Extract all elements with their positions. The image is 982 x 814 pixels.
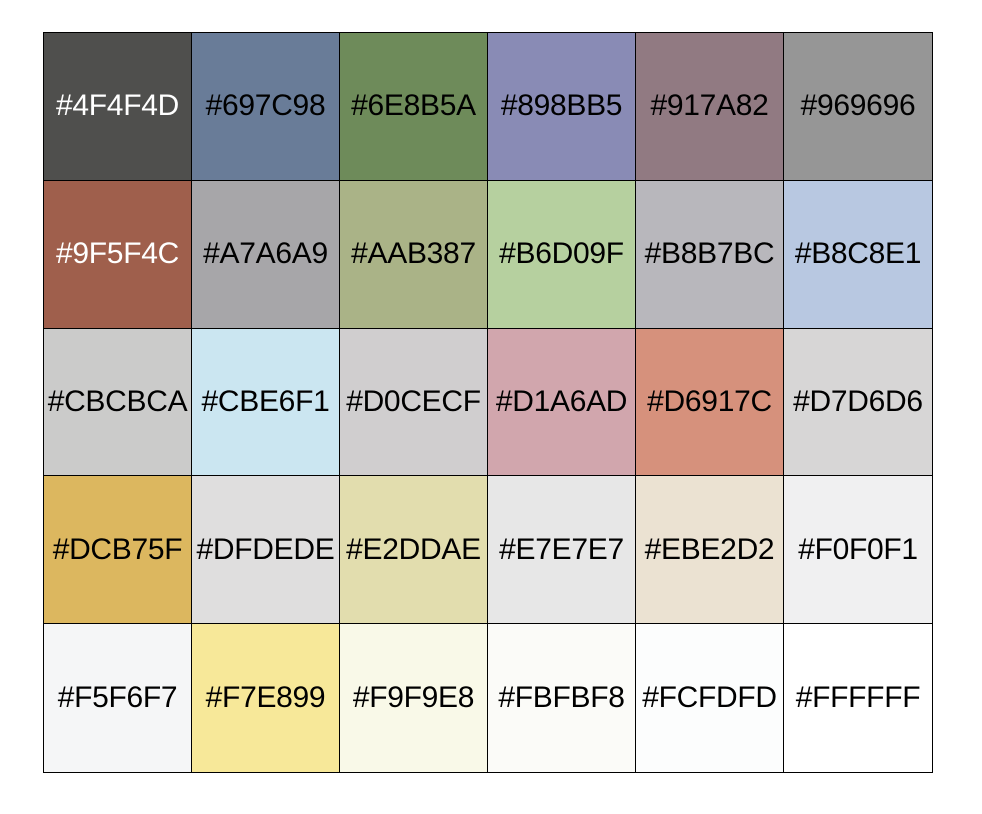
swatch-hex-label: #DCB75F: [52, 532, 183, 566]
color-swatch: #D1A6AD: [488, 328, 636, 477]
swatch-hex-label: #B8B7BC: [644, 237, 775, 271]
color-swatch: #9F5F4C: [44, 180, 192, 329]
color-swatch: #F5F6F7: [44, 624, 192, 772]
color-swatch: #969696: [784, 33, 932, 181]
swatch-hex-label: #D6917C: [647, 384, 772, 418]
color-swatch: #B6D09F: [488, 180, 636, 329]
color-swatch: #B8C8E1: [784, 180, 932, 329]
color-swatch: #AAB387: [340, 180, 488, 329]
color-swatch: #FCFDFD: [636, 624, 784, 772]
swatch-hex-label: #AAB387: [351, 237, 476, 271]
color-swatch: #CBE6F1: [192, 328, 340, 477]
swatch-hex-label: #697C98: [205, 89, 326, 123]
color-swatch: #697C98: [192, 33, 340, 181]
swatch-hex-label: #E7E7E7: [499, 532, 624, 566]
swatch-hex-label: #B8C8E1: [794, 237, 922, 271]
color-swatch: #E2DDAE: [340, 476, 488, 625]
swatch-hex-label: #E2DDAE: [346, 532, 481, 566]
swatch-hex-label: #898BB5: [500, 89, 623, 123]
swatch-hex-label: #EBE2D2: [644, 532, 775, 566]
color-swatch: #E7E7E7: [488, 476, 636, 625]
color-swatch: #D0CECF: [340, 328, 488, 477]
color-swatch: #B8B7BC: [636, 180, 784, 329]
swatch-hex-label: #B6D09F: [499, 237, 624, 271]
color-palette-grid: #4F4F4D #697C98 #6E8B5A #898BB5 #917A82 …: [43, 32, 933, 773]
color-swatch: #F9F9E8: [340, 624, 488, 772]
swatch-hex-label: #FCFDFD: [642, 681, 777, 715]
swatch-hex-label: #CBCBCA: [47, 384, 188, 418]
color-swatch: #DFDEDE: [192, 476, 340, 625]
swatch-hex-label: #9F5F4C: [56, 237, 179, 271]
color-swatch: #EBE2D2: [636, 476, 784, 625]
swatch-hex-label: #D7D6D6: [793, 384, 923, 418]
swatch-hex-label: #A7A6A9: [203, 237, 328, 271]
swatch-hex-label: #CBE6F1: [201, 384, 330, 418]
color-swatch: #917A82: [636, 33, 784, 181]
swatch-hex-label: #917A82: [650, 89, 769, 123]
swatch-hex-label: #FFFFFF: [795, 681, 921, 715]
color-swatch: #DCB75F: [44, 476, 192, 625]
swatch-hex-label: #F7E899: [205, 681, 326, 715]
swatch-hex-label: #DFDEDE: [196, 532, 335, 566]
swatch-hex-label: #F5F6F7: [57, 681, 178, 715]
swatch-hex-label: #FBFBF8: [498, 681, 625, 715]
color-swatch: #CBCBCA: [44, 328, 192, 477]
color-swatch: #F0F0F1: [784, 476, 932, 625]
color-swatch: #6E8B5A: [340, 33, 488, 181]
color-swatch: #A7A6A9: [192, 180, 340, 329]
color-swatch: #FFFFFF: [784, 624, 932, 772]
swatch-hex-label: #D0CECF: [346, 384, 481, 418]
color-swatch: #FBFBF8: [488, 624, 636, 772]
swatch-hex-label: #969696: [800, 89, 916, 123]
swatch-hex-label: #F0F0F1: [798, 532, 918, 566]
color-swatch: #898BB5: [488, 33, 636, 181]
color-swatch: #D6917C: [636, 328, 784, 477]
color-swatch: #4F4F4D: [44, 33, 192, 181]
color-swatch: #F7E899: [192, 624, 340, 772]
swatch-hex-label: #D1A6AD: [495, 384, 628, 418]
swatch-hex-label: #F9F9E8: [352, 681, 475, 715]
swatch-hex-label: #4F4F4D: [56, 89, 179, 123]
swatch-hex-label: #6E8B5A: [351, 89, 476, 123]
color-swatch: #D7D6D6: [784, 328, 932, 477]
